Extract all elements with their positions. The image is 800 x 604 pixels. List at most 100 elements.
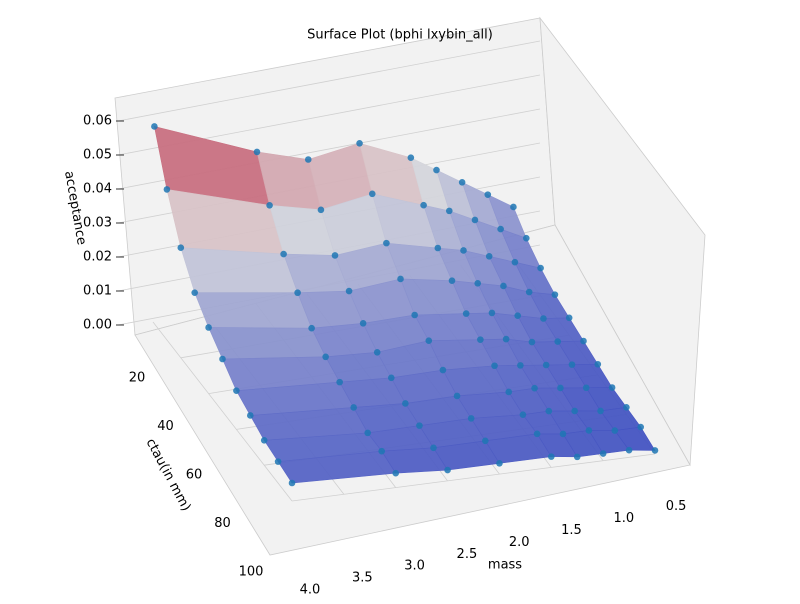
- x-tick-label: 3.0: [404, 559, 425, 574]
- z-tick-label: 0.06: [83, 114, 112, 129]
- data-point: [383, 239, 390, 247]
- data-point: [597, 407, 604, 415]
- data-point: [219, 355, 226, 363]
- data-point: [416, 422, 423, 429]
- data-point: [260, 436, 268, 444]
- grid-line: [152, 321, 293, 502]
- data-point: [502, 335, 510, 343]
- data-point: [510, 203, 517, 211]
- z-tick-label: 0.00: [83, 318, 112, 333]
- data-point: [542, 361, 550, 369]
- data-point: [439, 366, 447, 374]
- data-point: [430, 444, 437, 452]
- data-point: [484, 191, 492, 198]
- data-point: [420, 201, 427, 209]
- data-point: [537, 264, 544, 272]
- data-point: [345, 287, 353, 295]
- data-point: [471, 216, 479, 224]
- data-point: [485, 253, 493, 260]
- data-point: [308, 324, 315, 332]
- data-point: [528, 338, 536, 346]
- data-point: [594, 360, 602, 368]
- data-point: [651, 447, 659, 454]
- data-point: [599, 450, 607, 457]
- y-tick-label: 60: [186, 468, 203, 483]
- data-point: [565, 314, 573, 322]
- data-point: [611, 427, 619, 434]
- data-point: [523, 234, 530, 242]
- data-point: [559, 430, 567, 438]
- data-point: [582, 384, 590, 392]
- data-point: [373, 348, 381, 356]
- x-tick-label: 3.5: [352, 571, 373, 586]
- data-point: [467, 415, 475, 422]
- data-point: [551, 291, 559, 298]
- data-point: [637, 423, 644, 431]
- data-point: [294, 289, 301, 297]
- data-point: [453, 392, 461, 400]
- data-point: [253, 148, 261, 156]
- data-point: [177, 244, 185, 252]
- data-point: [491, 362, 498, 370]
- data-point: [356, 140, 363, 147]
- data-point: [331, 252, 339, 259]
- y-tick-label: 20: [129, 371, 146, 386]
- data-point: [571, 407, 578, 415]
- x-tick-label: 2.0: [509, 535, 530, 550]
- x-tick-label: 1.5: [561, 523, 582, 538]
- y-tick-label: 80: [214, 516, 231, 531]
- data-point: [387, 374, 395, 382]
- chart-title: Surface Plot (bphi lxybin_all): [307, 28, 493, 43]
- data-point: [280, 250, 287, 258]
- data-point: [434, 244, 442, 252]
- data-point: [336, 378, 343, 386]
- x-tick-label: 4.0: [300, 583, 321, 598]
- data-point: [359, 320, 367, 327]
- data-point: [505, 388, 513, 396]
- surface-cell: [194, 292, 313, 329]
- data-point: [444, 466, 451, 474]
- data-point: [322, 353, 329, 361]
- data-point: [350, 404, 357, 411]
- surface-cell: [208, 327, 327, 360]
- data-point: [392, 469, 400, 477]
- data-point: [378, 447, 386, 455]
- data-point: [474, 280, 482, 287]
- data-point: [445, 207, 453, 215]
- data-point: [525, 288, 533, 296]
- z-tick-label: 0.01: [83, 284, 112, 299]
- data-point: [460, 247, 467, 254]
- data-point: [163, 186, 171, 193]
- x-tick-label: 1.0: [613, 511, 634, 526]
- data-point: [458, 179, 466, 186]
- data-point: [433, 166, 440, 174]
- x-tick-label: 2.5: [457, 547, 478, 562]
- data-point: [573, 453, 581, 461]
- data-point: [545, 407, 553, 415]
- data-point: [407, 154, 415, 162]
- data-point: [274, 458, 282, 465]
- data-point: [462, 310, 470, 317]
- data-point: [568, 361, 576, 368]
- data-point: [531, 384, 538, 392]
- data-point: [288, 479, 296, 487]
- data-point: [411, 311, 418, 319]
- z-tick-label: 0.04: [83, 182, 112, 197]
- data-point: [364, 429, 371, 437]
- data-point: [519, 411, 527, 418]
- z-tick-label: 0.03: [83, 216, 112, 231]
- data-point: [623, 403, 630, 411]
- data-point: [557, 384, 564, 392]
- data-point: [554, 338, 562, 345]
- data-point: [247, 412, 254, 419]
- data-point: [317, 206, 325, 214]
- data-point: [151, 123, 158, 130]
- data-point: [205, 324, 212, 331]
- data-point: [448, 277, 456, 285]
- data-point: [402, 400, 409, 407]
- z-tick-label: 0.02: [83, 250, 112, 265]
- data-point: [533, 430, 541, 438]
- data-point: [482, 437, 489, 445]
- x-axis-label: mass: [488, 558, 522, 573]
